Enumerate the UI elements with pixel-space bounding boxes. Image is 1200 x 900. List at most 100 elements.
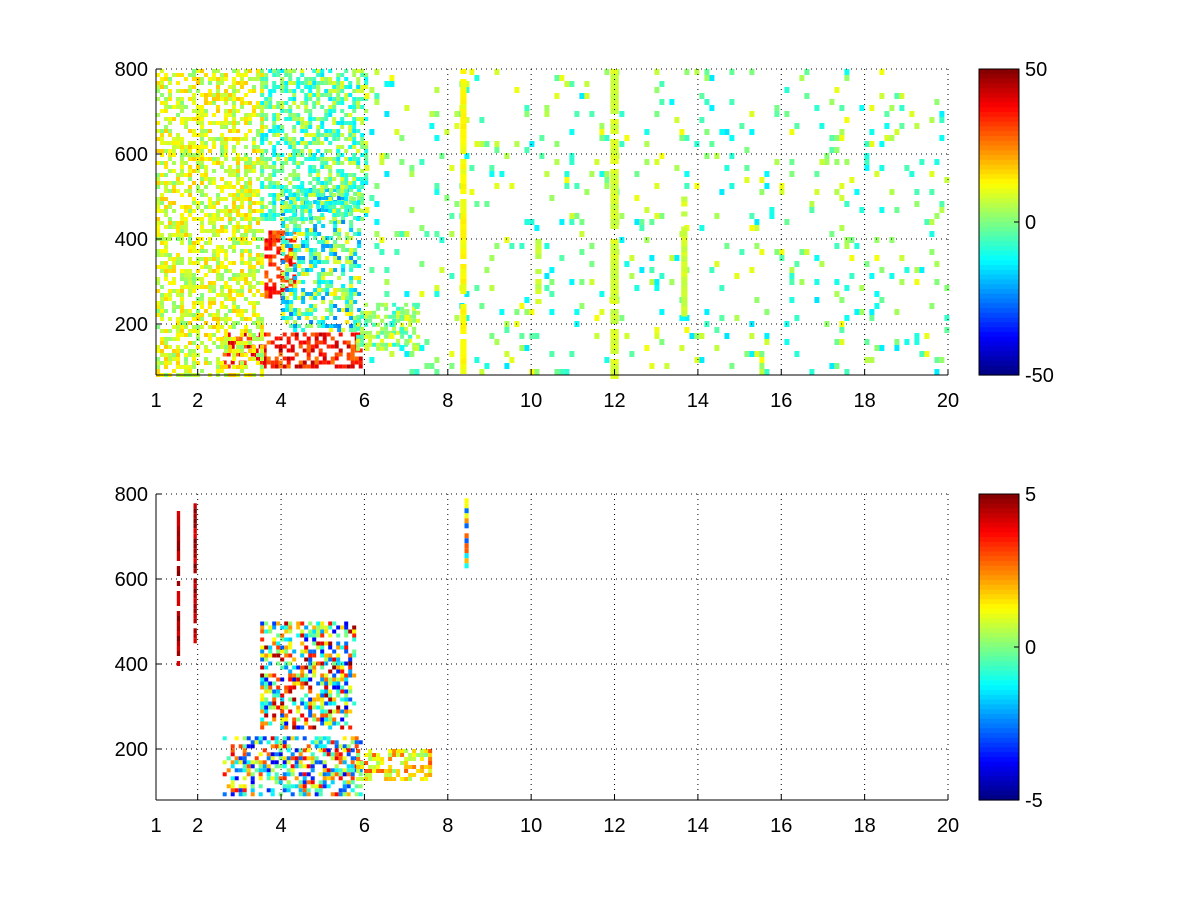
colorbar-swatch [979,260,1019,266]
heatmap-cell [684,327,690,333]
heatmap-cell [344,205,349,209]
heatmap-cell [196,269,200,273]
colorbar-swatch [979,704,1019,710]
heatmap-cell [344,181,349,185]
heatmap-cell [346,352,351,357]
heatmap-cell [324,677,329,682]
heatmap-cell [345,292,350,296]
heatmap-cell [325,188,330,192]
heatmap-cell [320,125,325,129]
heatmap-cell [306,356,311,361]
heatmap-cell [280,77,285,81]
heatmap-cell [284,209,289,213]
heatmap-cell [714,153,720,159]
heatmap-cell [224,169,228,173]
heatmap-cell [192,357,196,361]
heatmap-cell [509,357,515,363]
heatmap-cell [196,301,200,305]
heatmap-cell [337,260,342,264]
heatmap-cell [286,760,291,765]
heatmap-cell [519,345,525,351]
heatmap-cell [272,81,277,85]
x-tick-label: 2 [192,390,203,412]
heatmap-cell [336,121,341,125]
heatmap-cell [909,171,915,177]
heatmap-cell [293,252,298,256]
heatmap-cell [212,161,216,165]
heatmap-cell [272,262,277,267]
heatmap-cell [320,81,325,85]
heatmap-cell [369,357,375,363]
heatmap-cell [879,297,885,303]
heatmap-cell [332,721,337,726]
heatmap-cell [404,315,410,321]
heatmap-cell [324,161,329,165]
heatmap-cell [364,345,370,351]
heatmap-cell [301,280,306,284]
heatmap-cell [341,272,346,276]
heatmap-cell [180,241,184,245]
heatmap-cell [168,89,172,93]
heatmap-cell [260,369,264,373]
heatmap-cell [268,89,273,93]
heatmap-cell [216,233,220,237]
heatmap-cell [268,278,273,283]
heatmap-cell [248,201,252,205]
heatmap-cell [230,752,235,757]
heatmap-cell [192,145,196,149]
heatmap-cell [260,77,265,81]
heatmap-cell [268,653,273,658]
heatmap-cell [318,780,323,785]
heatmap-cell [344,209,349,213]
heatmap-cell [584,81,590,87]
heatmap-cell [250,780,255,785]
heatmap-cell [474,75,480,81]
heatmap-cell [200,113,204,117]
heatmap-cell [296,81,301,85]
heatmap-cell [244,185,248,189]
heatmap-cell [874,291,880,297]
heatmap-cell [340,181,345,185]
heatmap-cell [208,77,212,81]
heatmap-cell [156,313,160,317]
heatmap-cell [156,289,160,293]
heatmap-cell [270,760,275,765]
colorbar-swatch [979,771,1019,777]
heatmap-cell [292,238,297,243]
heatmap-cell [228,137,232,141]
heatmap-cell [256,261,260,265]
heatmap-cell [312,101,317,105]
x-tick-label: 8 [442,815,453,837]
heatmap-cell [674,255,680,261]
heatmap-cell [384,330,389,335]
heatmap-cell [559,75,565,81]
heatmap-cell [308,117,313,121]
heatmap-cell [369,195,375,201]
heatmap-cell [176,221,180,225]
heatmap-cell [224,121,228,125]
heatmap-cell [332,621,337,626]
heatmap-cell [779,183,785,189]
heatmap-cell [300,673,305,678]
heatmap-cell [278,764,283,769]
heatmap-cell [264,701,269,706]
heatmap-cell [333,232,338,236]
heatmap-cell [839,297,845,303]
heatmap-cell [172,153,176,157]
heatmap-cell [184,357,188,361]
heatmap-cell [484,201,490,207]
heatmap-cell [260,117,264,121]
heatmap-cell [220,325,224,329]
heatmap-cell [340,717,345,722]
heatmap-cell [306,348,311,353]
heatmap-cell [416,342,421,347]
heatmap-cell [934,159,940,165]
heatmap-cell [849,273,855,279]
heatmap-cell [156,97,160,101]
heatmap-cell [704,69,710,75]
heatmap-cell [384,314,389,319]
heatmap-cell [224,249,228,253]
heatmap-cell [222,736,227,741]
heatmap-cell [264,81,269,85]
heatmap-cell [240,349,244,353]
